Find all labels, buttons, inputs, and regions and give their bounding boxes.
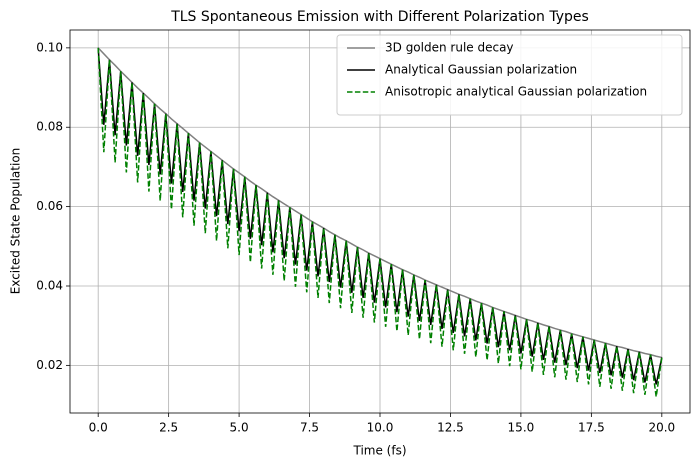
x-tick-label: 10.0 (367, 421, 394, 435)
legend-label: Analytical Gaussian polarization (385, 63, 577, 77)
legend-label: 3D golden rule decay (385, 41, 514, 55)
y-tick-label: 0.06 (36, 199, 63, 213)
x-tick-label: 17.5 (578, 421, 605, 435)
x-tick-label: 5.0 (230, 421, 249, 435)
y-tick-label: 0.02 (36, 358, 63, 372)
x-tick-label: 0.0 (89, 421, 108, 435)
chart-title: TLS Spontaneous Emission with Different … (170, 9, 589, 25)
x-tick-label: 7.5 (300, 421, 319, 435)
x-tick-label: 12.5 (437, 421, 464, 435)
y-tick-label: 0.10 (36, 40, 63, 54)
x-tick-label: 20.0 (648, 421, 675, 435)
x-tick-label: 15.0 (508, 421, 535, 435)
y-tick-label: 0.04 (36, 278, 63, 292)
legend-box (336, 34, 683, 116)
x-tick-label: 2.5 (159, 421, 178, 435)
plot-frame (69, 29, 691, 414)
legend-label: Anisotropic analytical Gaussian polariza… (385, 85, 647, 99)
x-axis-label: Time (fs) (352, 444, 406, 458)
y-tick-label: 0.08 (36, 120, 63, 134)
series-line (97, 47, 663, 397)
y-axis-label: Excited State Population (9, 148, 23, 295)
